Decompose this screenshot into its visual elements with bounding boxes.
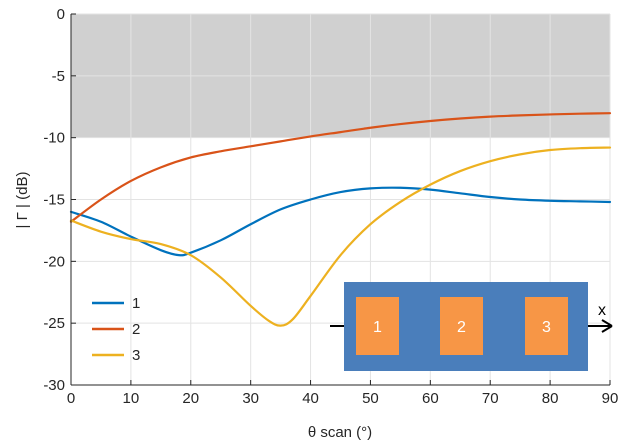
inset-element-label-3: 3 [542, 319, 551, 336]
x-tick-label: 80 [542, 390, 559, 407]
inset-diagram: x 1 2 3 [330, 282, 613, 371]
y-tick-label: -15 [43, 192, 65, 209]
series-line-3 [69, 146, 612, 327]
y-axis-label: | Γ | (dB) [14, 172, 31, 229]
y-tick-label: -25 [43, 315, 65, 332]
inset-element-label-2: 2 [457, 319, 466, 336]
series-line-1 [69, 186, 612, 257]
inset-axis-label: x [598, 302, 606, 319]
inset-axis-arrow [601, 319, 613, 333]
x-tick-label: 10 [123, 390, 140, 407]
y-tick-label: -20 [43, 253, 65, 270]
series-lines [69, 112, 612, 327]
y-tick-label: 0 [57, 6, 65, 23]
axes [70, 13, 611, 386]
inset-element-3 [525, 297, 568, 355]
legend: 1 2 3 [92, 295, 140, 364]
x-tick-label: 20 [182, 390, 199, 407]
x-tick-label: 60 [422, 390, 439, 407]
tick-labels: 0 10 20 30 40 50 60 70 80 90 0 -5 -10 -15 -20 -25 -30 [43, 6, 618, 407]
x-tick-label: 70 [482, 390, 499, 407]
y-tick-label: -10 [43, 130, 65, 147]
x-tick-label: 90 [602, 390, 619, 407]
y-tick-label: -5 [52, 68, 65, 85]
inset-element-2 [440, 297, 483, 355]
x-tick-label: 50 [362, 390, 379, 407]
x-tick-label: 0 [67, 390, 75, 407]
y-tick-label: -30 [43, 377, 65, 394]
series-line-2 [69, 112, 612, 223]
legend-label-1: 1 [132, 295, 140, 312]
inset-element-1 [356, 297, 399, 355]
x-tick-label: 30 [242, 390, 259, 407]
x-axis-label: θ scan (°) [308, 424, 372, 441]
legend-label-2: 2 [132, 321, 140, 338]
inset-element-label-1: 1 [373, 319, 382, 336]
legend-label-3: 3 [132, 347, 140, 364]
x-tick-label: 40 [302, 390, 319, 407]
